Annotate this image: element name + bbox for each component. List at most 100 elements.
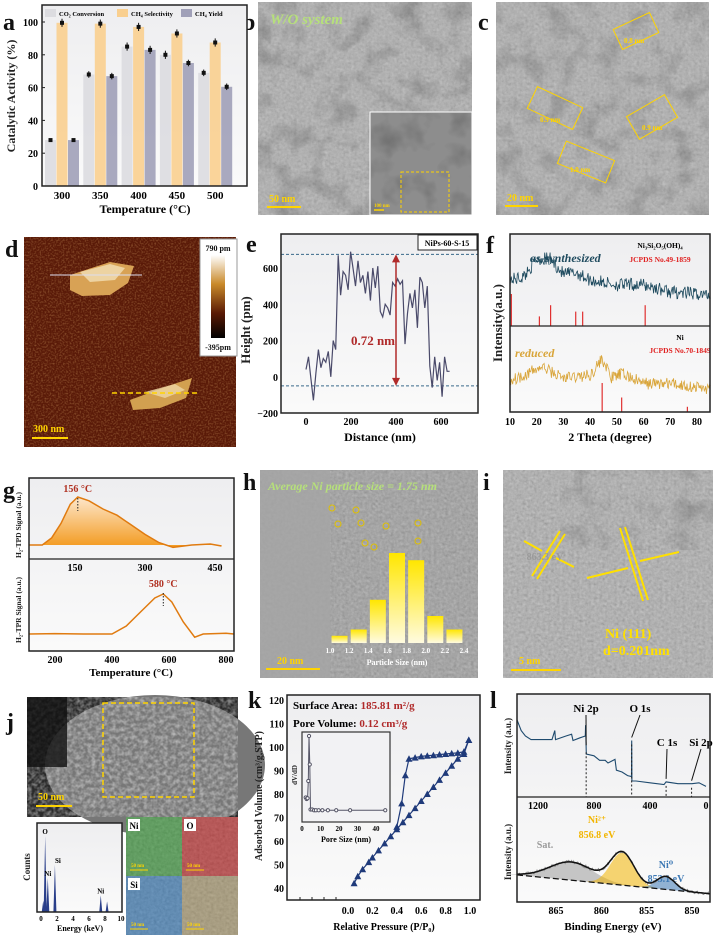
- bar: [56, 22, 68, 186]
- histogram-bar: [369, 599, 386, 643]
- x-tick-label: 0: [704, 801, 709, 812]
- data-point: [48, 138, 53, 143]
- histogram-bar: [331, 635, 348, 643]
- y-tick-label: 80: [28, 51, 38, 62]
- x-tick-label: 2: [55, 915, 59, 923]
- measurement-label: 0.9 nm: [642, 124, 662, 132]
- x-axis-title: 2 Theta (degree): [568, 430, 652, 444]
- x-tick-label: 600: [434, 417, 449, 428]
- image-title: W/O system: [270, 12, 343, 28]
- data-point: [429, 783, 437, 790]
- plot-background: [37, 823, 122, 912]
- x-tick-label: 2.2: [440, 647, 449, 655]
- data-point: [429, 751, 437, 759]
- x-tick-label: 40: [585, 417, 595, 428]
- data-point: [307, 762, 312, 767]
- fit-component: [587, 852, 658, 889]
- y-tick-label: 400: [263, 300, 278, 311]
- scale-bar-label: 50 nm: [187, 864, 201, 869]
- plot-frame: [509, 233, 711, 413]
- plot-frame: [280, 233, 479, 414]
- data-point: [423, 752, 431, 759]
- surface-area-label: Surface Area: 185.81 m²/g: [293, 700, 415, 712]
- x-axis-title: Particle Size (nm): [367, 658, 428, 667]
- peak-label: 580 °C: [149, 579, 178, 590]
- data-point: [368, 853, 376, 861]
- legend-swatch: [45, 9, 56, 17]
- bar: [159, 54, 171, 186]
- component-energy: 856.8 eV: [579, 830, 616, 841]
- legend-box: [417, 234, 478, 251]
- x-axis-title: Temperature (°C): [99, 202, 190, 216]
- x-tick-label: 300: [54, 190, 71, 202]
- x-tick-label: 860: [594, 906, 609, 917]
- scale-bar-label: 5 nm: [519, 656, 541, 667]
- component-energy: 853.1 eV: [648, 874, 685, 885]
- survey-spectrum: [516, 719, 707, 787]
- data-point: [320, 808, 325, 813]
- data-point: [325, 808, 330, 813]
- y-axis-title: Height (pm): [238, 296, 253, 364]
- plot-frame: [36, 822, 123, 913]
- peak-label: Ni: [44, 870, 51, 878]
- data-point: [148, 47, 153, 52]
- eds-spectrum: O Ni Si Ni 0 2 4 6 8 10 Energy (keV) Counts: [22, 822, 125, 933]
- particle-markers: [328, 504, 422, 551]
- afm-height-profile: 0.72 nm NiPs-60-S-15 0 200 400 600 −200 0 200 400…: [238, 233, 479, 444]
- element-badge: [128, 878, 140, 890]
- x-tick-label: 50: [612, 417, 622, 428]
- phase-label: Ni₃Si₂O₅(OH)₄: [637, 241, 683, 250]
- stem-image-j: 50 nm: [27, 695, 265, 835]
- x-tick-label: 400: [105, 655, 120, 666]
- y-tick-label: 20: [28, 149, 38, 160]
- eds-peak: [99, 895, 103, 912]
- component-label: Sat.: [537, 840, 554, 851]
- measurement-boxes: [526, 11, 679, 184]
- elemental-map-si: Si 50 nm: [126, 876, 182, 935]
- x-tick-label: 8: [103, 915, 107, 923]
- data-point: [306, 778, 311, 784]
- hrtem-image-i: Ni (111) d=0.201nm 5 nm: [503, 470, 713, 678]
- pore-volume-value: 0.12 cm³/g: [359, 718, 407, 730]
- elemental-map-overlay: 50 nm: [182, 876, 238, 935]
- scale-bar-label: 50 nm: [38, 792, 65, 803]
- xrd-pattern-line: [509, 355, 711, 395]
- image-title: Average Ni particle size = 1.75 nm: [267, 479, 437, 493]
- x-tick-label: 1.0: [326, 647, 335, 655]
- panel-label-i: i: [483, 470, 490, 496]
- fit-envelope: [517, 850, 710, 895]
- x-tick-label: 2.0: [421, 647, 430, 655]
- x-tick-label: 20: [336, 825, 344, 833]
- y-tick-label: −200: [257, 409, 278, 420]
- data-point: [405, 755, 413, 762]
- data-point: [334, 808, 339, 813]
- peak-arrow: [691, 748, 702, 781]
- map-texture: [182, 876, 238, 935]
- eds-peak: [105, 901, 109, 912]
- peak-label: Si 2p: [689, 737, 713, 749]
- data-point: [305, 796, 310, 801]
- component-energy: 863.3 eV: [527, 552, 564, 563]
- background-line: [516, 874, 711, 895]
- xrd-patterns: as-synthesized Ni₃Si₂O₅(OH)₄ JCPDS No.49-1…: [490, 233, 711, 444]
- histogram-bar: [408, 560, 425, 643]
- element-badge: [184, 819, 196, 831]
- data-point: [460, 748, 468, 755]
- tpd-area: [29, 497, 222, 548]
- x-tick-label: 300: [138, 563, 153, 574]
- x-tick-label: 0.0: [342, 906, 355, 917]
- pattern-label: reduced: [515, 346, 555, 360]
- scale-bar-label: 20 nm: [277, 656, 304, 667]
- y-axis-title: Adsorbed Volume (cm³/g,STP): [254, 731, 265, 861]
- y-tick-label: 70: [274, 814, 284, 825]
- y-axis-title: H₂-TPR Signal (a.u.): [14, 576, 23, 643]
- y-tick-label: 120: [269, 696, 284, 707]
- measurement-label: 0.8 nm: [624, 37, 644, 45]
- mapping-region-box: [102, 702, 195, 798]
- peak-label: O: [42, 828, 48, 836]
- zoom-region-box: [400, 171, 450, 213]
- bar: [171, 33, 183, 187]
- measurement-label: 1.0 nm: [570, 166, 590, 174]
- scale-bar-label: 50 nm: [269, 194, 296, 205]
